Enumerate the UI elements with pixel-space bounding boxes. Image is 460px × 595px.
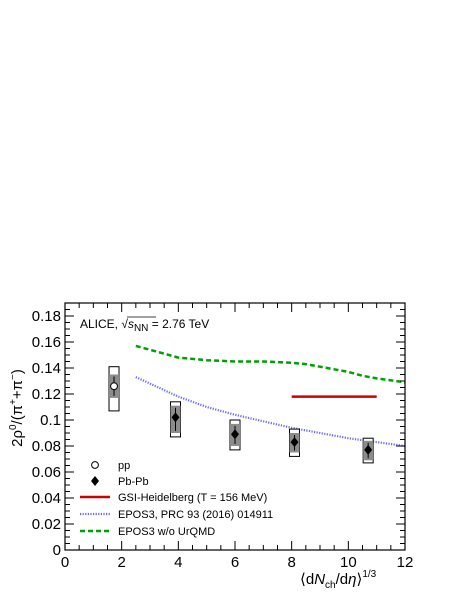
data-point-pbpb	[171, 412, 180, 423]
y-tick-label: 0.06	[32, 464, 61, 481]
y-tick-label: 0.1	[40, 412, 61, 429]
y-tick-label: 0.12	[32, 386, 61, 403]
x-axis-title: ⟨dNch/dη⟩1/3	[300, 569, 377, 591]
legend-item-gsi: GSI-Heidelberg (T = 156 MeV)	[80, 492, 267, 504]
y-tick-label: 0.18	[32, 308, 61, 325]
legend-label-pp: pp	[118, 460, 130, 472]
y-tick-label: 0	[53, 542, 61, 559]
legend-marker-pb-pb	[91, 476, 99, 486]
y-tick-label: 0.02	[32, 516, 61, 533]
legend-marker-pp	[91, 461, 99, 469]
data-point-pbpb	[290, 437, 299, 448]
legend-label-gsi: GSI-Heidelberg (T = 156 MeV)	[118, 492, 267, 504]
x-tick-label: 0	[61, 554, 69, 571]
y-tick-label: 0.14	[32, 360, 61, 377]
series-line-4	[135, 344, 406, 384]
x-tick-label: 8	[287, 554, 295, 571]
data-point-pbpb	[364, 444, 373, 455]
y-tick-label: 0.08	[32, 438, 61, 455]
legend-item-pb-pb: Pb-Pb	[91, 476, 149, 488]
legend: pp Pb-Pb GSI-Heidelberg (T = 156 MeV) EP…	[80, 460, 273, 538]
y-tick-label: 0.04	[32, 490, 61, 507]
legend-label-pb-pb: Pb-Pb	[118, 476, 149, 488]
plot-layer	[108, 344, 406, 464]
x-tick-label: 6	[231, 554, 239, 571]
data-point-pbpb	[231, 429, 239, 440]
legend-item-epos3-wo-urqmd: EPOS3 w/o UrQMD	[80, 526, 215, 538]
legend-item-epos3: EPOS3, PRC 93 (2016) 014911	[80, 509, 273, 521]
experiment-annotation: ALICE, √sNN = 2.76 TeV	[80, 317, 209, 334]
legend-label-epos3-wo-urqmd: EPOS3 w/o UrQMD	[118, 526, 215, 538]
data-point-pp	[110, 382, 118, 391]
y-tick-label: 0.16	[32, 334, 61, 351]
y-axis-title: 2ρ0/(π++π−)	[8, 369, 26, 447]
series-line-3	[135, 376, 406, 448]
legend-label-epos3: EPOS3, PRC 93 (2016) 014911	[118, 509, 273, 521]
legend-item-pp: pp	[91, 460, 130, 472]
x-tick-label: 10	[340, 554, 357, 571]
x-tick-label: 2	[117, 554, 125, 571]
x-tick-label: 12	[397, 554, 414, 571]
axis-layer: 0 2 4 6 8 10 12 0 0.02 0.04 0.06 0.08 0.1 0.12 0.14 0.1…	[32, 302, 414, 571]
x-tick-label: 4	[174, 554, 182, 571]
